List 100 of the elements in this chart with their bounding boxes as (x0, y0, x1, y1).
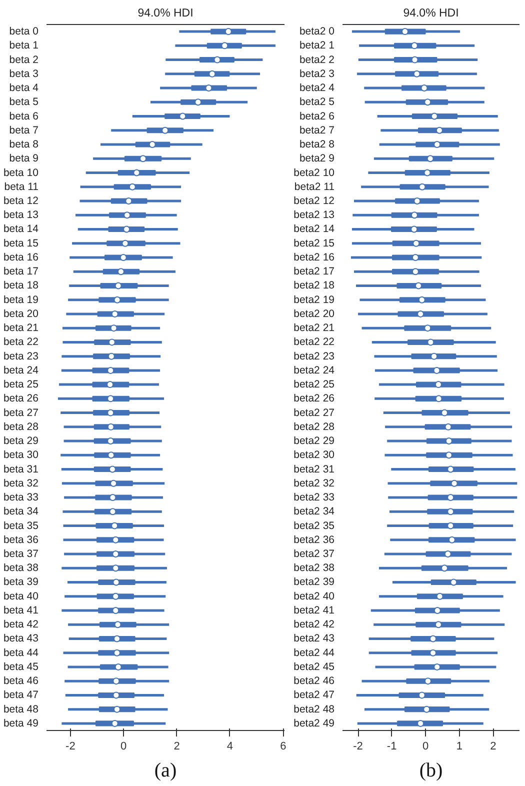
y-tick-label: beta 17 (3, 266, 39, 278)
y-tick-label: beta2 47 (294, 689, 335, 702)
y-tick-label: beta 45 (3, 660, 39, 673)
y-tick-label: beta 8 (9, 138, 39, 151)
y-tick-label: beta2 24 (294, 364, 335, 376)
y-tick-label: beta 5 (9, 96, 39, 108)
y-tick-label: beta 40 (3, 590, 39, 602)
y-tick-label: beta 29 (3, 435, 39, 448)
y-tick-label: beta2 15 (294, 237, 335, 250)
y-tick-label: beta2 6 (299, 110, 335, 122)
y-tick-label: beta2 5 (299, 96, 335, 108)
y-tick-label: beta2 39 (294, 576, 335, 588)
x-tick-label: -2 (353, 740, 363, 752)
y-tick-label: beta2 31 (294, 463, 335, 476)
y-tick-label: beta 41 (3, 604, 39, 616)
y-tick-label: beta 3 (9, 68, 39, 80)
y-tick-label: beta2 42 (294, 618, 335, 631)
text: (a) (154, 760, 177, 782)
x-tick-label: 4 (226, 740, 234, 752)
y-tick-label: beta2 25 (294, 378, 335, 391)
y-tick-label: beta2 18 (294, 280, 335, 292)
y-tick-label: beta2 35 (294, 520, 335, 532)
y-tick-label: beta2 29 (294, 435, 335, 448)
x-tick-label: -2 (66, 740, 76, 752)
y-tick-label: beta 43 (3, 632, 39, 645)
y-tick-label: beta 18 (3, 280, 39, 292)
y-tick-label: beta 14 (3, 223, 39, 236)
y-tick-label: beta2 22 (294, 336, 335, 348)
chart-title: 94.0% HDI (138, 8, 194, 20)
y-tick-label: beta2 37 (294, 548, 335, 560)
y-tick-label: beta2 16 (294, 251, 335, 264)
y-tick-label: beta 49 (3, 717, 39, 730)
y-tick-label: beta2 8 (299, 138, 335, 151)
y-tick-label: beta 16 (3, 251, 39, 264)
y-tick-label: beta2 48 (294, 703, 335, 716)
y-tick-label: beta2 40 (294, 590, 335, 602)
y-tick-label: beta 24 (3, 364, 39, 376)
y-tick-label: beta 42 (3, 618, 39, 631)
y-tick-label: beta 10 (3, 166, 39, 179)
y-tick-label: beta 48 (3, 703, 39, 716)
y-tick-label: beta2 46 (294, 675, 335, 688)
y-tick-label: beta 23 (3, 350, 39, 362)
y-tick-label: beta 11 (4, 180, 39, 193)
y-tick-label: beta2 38 (294, 562, 335, 574)
y-tick-label: beta 19 (3, 294, 39, 306)
y-tick-label: beta2 11 (294, 180, 335, 193)
y-tick-label: beta 30 (3, 449, 39, 462)
x-tick-label: 6 (280, 740, 286, 752)
y-tick-label: beta2 44 (294, 646, 335, 659)
x-tick-label: 2 (174, 740, 180, 752)
y-tick-label: beta2 3 (299, 68, 335, 80)
y-tick-label: beta 22 (3, 336, 39, 348)
y-tick-label: beta 13 (3, 209, 39, 222)
y-tick-label: beta2 34 (294, 506, 335, 518)
y-tick-label: beta 0 (9, 26, 39, 38)
y-tick-label: beta 33 (3, 492, 39, 504)
y-tick-label: beta 31 (3, 463, 39, 476)
y-tick-label: beta2 36 (294, 534, 335, 546)
y-tick-label: beta2 9 (299, 152, 335, 165)
y-tick-label: beta 26 (3, 392, 39, 405)
y-tick-label: beta2 27 (294, 406, 335, 419)
y-tick-label: beta 39 (3, 576, 39, 588)
y-tick-label: beta 47 (3, 689, 39, 702)
y-tick-label: beta2 33 (294, 492, 335, 504)
y-tick-label: beta 12 (3, 195, 39, 207)
y-tick-label: beta2 21 (294, 322, 335, 334)
y-tick-label: beta2 0 (299, 26, 335, 38)
y-tick-label: beta 34 (3, 506, 39, 518)
y-tick-label: beta 35 (3, 520, 39, 532)
y-tick-label: beta 32 (3, 477, 39, 490)
text: (b) (419, 760, 443, 782)
y-tick-label: beta2 12 (294, 195, 335, 207)
x-tick-label: 2 (490, 740, 496, 752)
y-tick-label: beta2 43 (294, 632, 335, 645)
y-tick-label: beta2 23 (294, 350, 335, 362)
y-tick-label: beta2 4 (299, 82, 335, 94)
y-tick-label: beta 7 (9, 124, 39, 136)
y-tick-label: beta 6 (9, 110, 39, 122)
x-tick-label: 0 (422, 740, 429, 752)
y-tick-label: beta2 1 (299, 40, 335, 52)
y-tick-label: beta 36 (3, 534, 39, 546)
y-tick-label: beta2 45 (294, 660, 335, 673)
x-tick-label: 0 (120, 740, 127, 752)
y-tick-label: beta2 30 (294, 449, 335, 462)
y-tick-label: beta2 10 (294, 166, 335, 179)
y-tick-label: beta 4 (9, 82, 39, 94)
y-tick-label: beta 21 (3, 322, 39, 334)
y-tick-label: beta 44 (3, 646, 39, 659)
y-tick-label: beta 37 (3, 548, 39, 560)
chart-title: 94.0% HDI (403, 8, 459, 20)
y-tick-label: beta2 17 (294, 266, 335, 278)
y-tick-label: beta2 2 (299, 54, 335, 66)
y-tick-label: beta2 20 (294, 308, 335, 320)
y-tick-label: beta2 7 (299, 124, 335, 136)
y-tick-label: beta2 49 (294, 717, 335, 730)
y-tick-label: beta2 41 (294, 604, 335, 616)
y-tick-label: beta 9 (9, 152, 39, 165)
y-tick-label: beta2 13 (294, 209, 335, 222)
y-tick-label: beta 1 (9, 40, 39, 52)
y-tick-label: beta 46 (3, 675, 39, 688)
